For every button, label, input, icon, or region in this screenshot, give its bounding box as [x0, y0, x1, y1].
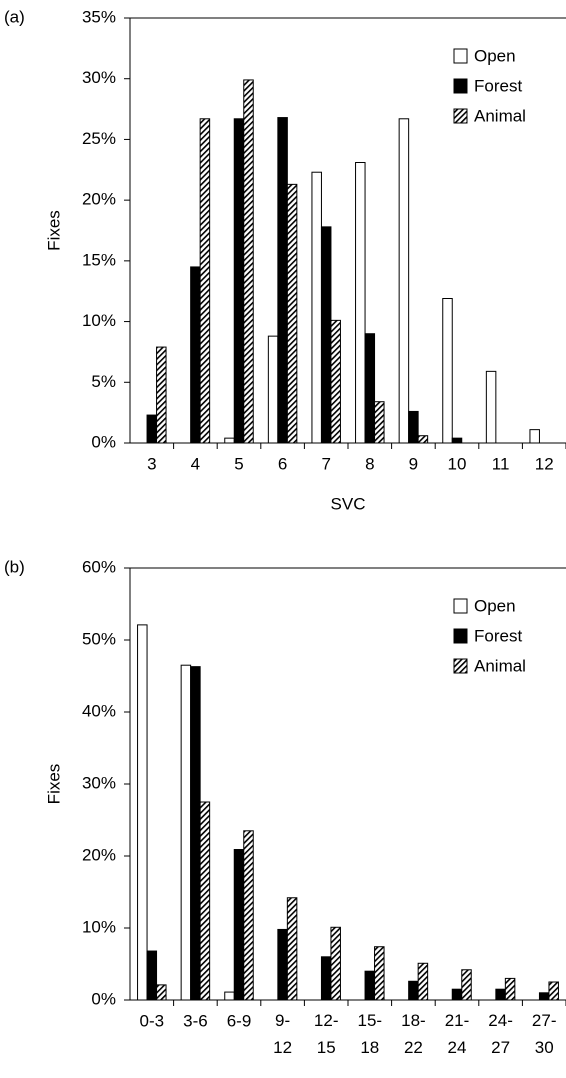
legend-swatch — [453, 658, 468, 674]
x-axis-title: SVC — [331, 494, 366, 513]
bar — [374, 946, 385, 1001]
bar — [267, 335, 279, 444]
x-tick-label: 5 — [234, 454, 243, 473]
x-tick-label: 3 — [147, 454, 156, 473]
bar — [374, 401, 385, 444]
x-tick-label: 6-9 — [227, 1011, 252, 1030]
legend-swatch — [453, 628, 468, 644]
legend-swatch — [453, 108, 468, 124]
bar — [451, 437, 463, 444]
bar — [504, 977, 516, 1001]
y-tick-label: 0% — [91, 989, 116, 1008]
bar — [461, 969, 472, 1001]
bar — [364, 333, 376, 444]
y-tick-label: 60% — [82, 557, 116, 576]
y-tick-label: 50% — [82, 629, 116, 648]
bar — [224, 437, 235, 444]
x-tick-label: 12 — [535, 454, 554, 473]
bar — [417, 962, 429, 1001]
bar — [137, 624, 148, 1001]
y-tick-label: 20% — [82, 845, 116, 864]
y-tick-label: 25% — [82, 129, 116, 148]
bar — [233, 118, 245, 444]
y-axis-title: Fixes — [44, 764, 63, 805]
bar — [233, 849, 245, 1001]
bar — [485, 370, 497, 444]
y-tick-label: 30% — [82, 773, 116, 792]
y-tick-label: 35% — [82, 7, 116, 26]
bar — [364, 970, 376, 1001]
bar — [320, 956, 332, 1001]
panel-label: (b) — [4, 557, 25, 576]
bar — [398, 118, 410, 444]
legend-swatch — [453, 48, 468, 64]
bar — [330, 319, 341, 444]
bar — [190, 666, 201, 1001]
bar — [243, 830, 254, 1001]
x-tick-label: 18-22 — [401, 1011, 426, 1057]
bar — [156, 984, 167, 1001]
x-tick-label: 9-12 — [273, 1011, 292, 1057]
y-tick-label: 30% — [82, 68, 116, 87]
y-tick-label: 20% — [82, 190, 116, 209]
y-tick-label: 0% — [91, 432, 116, 451]
bar — [224, 991, 235, 1001]
bar — [146, 414, 158, 444]
bar — [548, 981, 559, 1001]
x-tick-label: 24-27 — [488, 1011, 513, 1057]
bar — [277, 928, 288, 1001]
bar — [330, 926, 341, 1001]
legend-label: Animal — [474, 106, 526, 125]
bar — [442, 298, 453, 444]
bar — [495, 988, 506, 1001]
bar — [199, 801, 211, 1001]
legend-label: Forest — [474, 76, 522, 95]
bar — [529, 429, 540, 444]
x-tick-label: 12-15 — [314, 1011, 339, 1057]
legend-label: Open — [474, 46, 516, 65]
y-tick-label: 10% — [82, 917, 116, 936]
legend-label: Forest — [474, 626, 522, 645]
bar — [286, 897, 298, 1001]
bar — [199, 118, 211, 444]
x-tick-label: 3-6 — [183, 1011, 208, 1030]
legend-label: Animal — [474, 656, 526, 675]
legend-swatch — [453, 78, 468, 94]
legend-swatch — [453, 598, 468, 614]
legend-label: Open — [474, 596, 516, 615]
x-tick-label: 11 — [492, 454, 510, 473]
y-axis-title: Fixes — [44, 210, 63, 251]
bar — [146, 950, 158, 1001]
x-tick-label: 8 — [365, 454, 374, 473]
bar — [538, 992, 550, 1001]
bar — [311, 171, 322, 444]
x-tick-label: 27-30 — [532, 1011, 557, 1057]
bar — [190, 266, 201, 444]
x-tick-label: 6 — [278, 454, 287, 473]
y-tick-label: 5% — [91, 372, 116, 391]
y-tick-label: 10% — [82, 311, 116, 330]
bar — [451, 988, 463, 1001]
y-tick-label: 15% — [82, 250, 116, 269]
bar — [408, 410, 419, 444]
bar — [180, 664, 192, 1001]
x-tick-label: 10 — [448, 454, 467, 473]
x-tick-label: 21-24 — [445, 1011, 470, 1057]
bar — [320, 226, 332, 444]
y-tick-label: 40% — [82, 701, 116, 720]
bar — [417, 435, 429, 444]
x-tick-label: 15-18 — [358, 1011, 383, 1057]
bar — [156, 346, 167, 444]
bar — [277, 117, 288, 444]
x-tick-label: 9 — [409, 454, 418, 473]
bar — [286, 183, 298, 444]
x-tick-label: 7 — [321, 454, 330, 473]
panel-label: (a) — [4, 7, 25, 26]
bar — [408, 980, 419, 1001]
bar — [355, 162, 366, 444]
bar — [243, 79, 254, 444]
x-tick-label: 4 — [191, 454, 200, 473]
x-tick-label: 0-3 — [140, 1011, 165, 1030]
